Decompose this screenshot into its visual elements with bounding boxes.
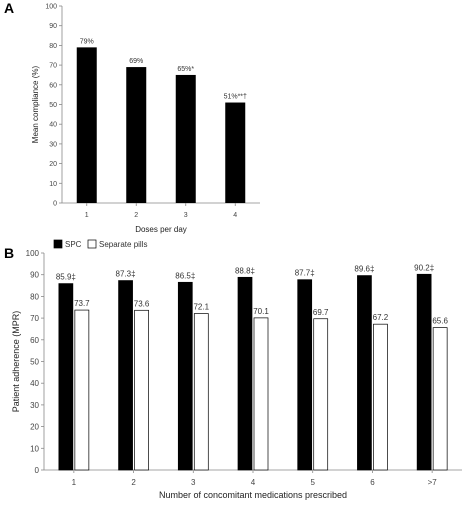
bar-spc xyxy=(177,281,193,471)
bar-separate-pills xyxy=(253,317,269,471)
legend-label-spc: SPC xyxy=(65,240,82,249)
x-tick-label: 5 xyxy=(310,478,315,487)
data-label: 72.1 xyxy=(193,303,209,312)
data-label: 90.2‡ xyxy=(414,263,434,272)
y-axis-title: Patient adherence (MPR) xyxy=(11,311,21,413)
bar-spc xyxy=(58,283,74,471)
y-tick-label: 20 xyxy=(49,161,57,168)
x-tick-label: 6 xyxy=(370,478,375,487)
x-tick-label: 2 xyxy=(131,478,136,487)
y-tick-label: 10 xyxy=(30,444,39,453)
bar xyxy=(76,47,97,204)
data-label: 65.6 xyxy=(432,317,448,326)
panel-label-a: A xyxy=(4,0,14,16)
x-tick-label: 3 xyxy=(191,478,196,487)
x-tick-label: 4 xyxy=(233,212,237,219)
y-tick-label: 40 xyxy=(49,122,57,129)
x-tick-label: 1 xyxy=(72,478,77,487)
y-tick-label: 30 xyxy=(49,141,57,148)
data-label: 73.6 xyxy=(134,299,150,308)
x-tick-label: 2 xyxy=(134,212,138,219)
x-axis-title: Number of concomitant medications prescr… xyxy=(159,490,347,500)
y-tick-label: 90 xyxy=(30,271,39,280)
data-label: 69% xyxy=(129,58,143,65)
bar xyxy=(126,67,147,203)
x-axis-title: Doses per day xyxy=(135,225,187,234)
y-tick-label: 60 xyxy=(30,336,39,345)
y-axis-title: Mean compliance (%) xyxy=(31,65,40,143)
x-tick-label: 4 xyxy=(251,478,256,487)
data-label: 85.9‡ xyxy=(56,273,76,282)
y-tick-label: 0 xyxy=(35,466,40,475)
y-tick-label: 90 xyxy=(49,23,57,30)
bar-separate-pills xyxy=(74,309,90,471)
y-tick-label: 40 xyxy=(30,379,39,388)
bar-separate-pills xyxy=(432,327,448,471)
data-label: 69.7 xyxy=(313,308,329,317)
data-label: 73.7 xyxy=(74,299,90,308)
bar-spc xyxy=(357,275,372,471)
x-tick-label: 1 xyxy=(85,212,89,219)
bar-separate-pills xyxy=(373,323,388,471)
y-tick-label: 60 xyxy=(49,82,57,89)
bar-separate-pills xyxy=(134,309,149,471)
data-label: 79% xyxy=(80,38,94,45)
data-label: 89.6‡ xyxy=(354,265,374,274)
legend-label-separate-pills: Separate pills xyxy=(99,240,147,249)
y-tick-label: 70 xyxy=(30,314,39,323)
legend-swatch-separate-pills xyxy=(87,239,97,249)
y-tick-label: 70 xyxy=(49,63,57,70)
y-tick-label: 50 xyxy=(49,102,57,109)
bar-separate-pills xyxy=(313,318,329,471)
data-label: 86.5‡ xyxy=(175,271,195,280)
data-label: 67.2 xyxy=(373,313,389,322)
bar-spc xyxy=(118,280,133,471)
bar-spc xyxy=(237,276,253,471)
bar-spc xyxy=(297,279,313,471)
chart-a: 0 10 20 30 40 50 60 70 80 90 100 79% 1 69% 2 65%* 3 51%**… xyxy=(31,4,260,234)
data-label: 87.3‡ xyxy=(116,270,136,279)
bar xyxy=(225,102,246,203)
y-tick-label: 20 xyxy=(30,423,39,432)
bar xyxy=(175,74,196,203)
data-label: 87.7‡ xyxy=(295,269,315,278)
data-label: 88.8‡ xyxy=(235,266,255,275)
y-tick-label: 80 xyxy=(30,292,39,301)
data-label: 51%**† xyxy=(224,94,247,101)
data-label: 65%* xyxy=(177,66,194,73)
x-tick-label: 3 xyxy=(184,212,188,219)
y-tick-label: 0 xyxy=(53,201,57,208)
legend: SPC Separate pills xyxy=(53,239,147,249)
data-label: 70.1 xyxy=(253,307,269,316)
y-tick-label: 30 xyxy=(30,401,39,410)
legend-swatch-spc xyxy=(53,239,63,249)
panel-label-b: B xyxy=(4,245,14,261)
y-tick-label: 80 xyxy=(49,43,57,50)
chart-b: 0 10 20 30 40 50 60 70 80 90 100 85.9‡ 73.7 1 87.3‡ 73.… xyxy=(11,239,462,500)
bar-spc xyxy=(416,273,432,471)
y-tick-label: 50 xyxy=(30,358,39,367)
x-tick-label: >7 xyxy=(428,478,438,487)
y-tick-label: 100 xyxy=(45,4,57,11)
y-tick-label: 100 xyxy=(26,249,40,258)
y-tick-label: 10 xyxy=(49,181,57,188)
bar-separate-pills xyxy=(193,313,209,471)
